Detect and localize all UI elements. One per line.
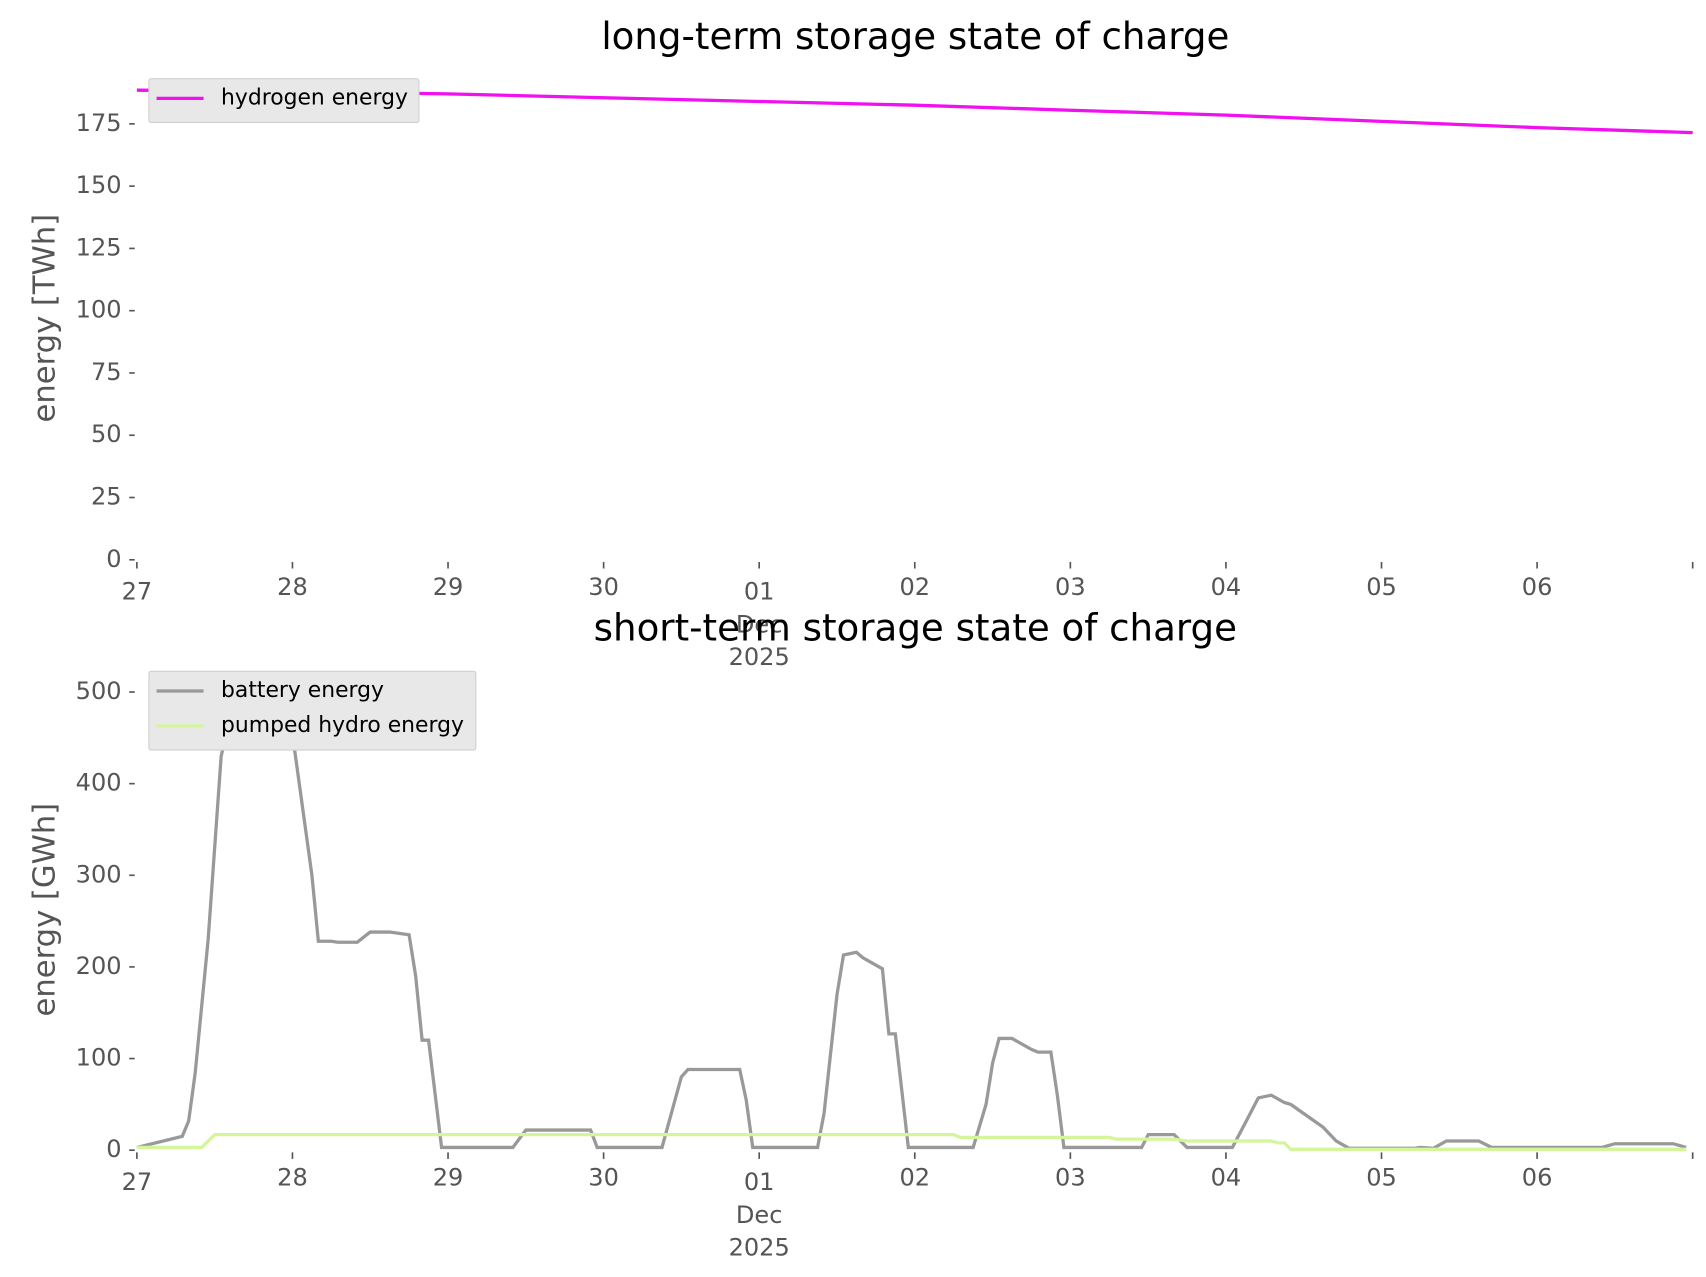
y-tick-label: 300 [76, 860, 122, 888]
x-tick-label: 04 [1211, 573, 1242, 601]
y-tick-label: 500 [76, 677, 122, 705]
y-axis-label: energy [GWh] [28, 803, 63, 1017]
x-tick-label: 01 [744, 578, 775, 606]
legend-box [148, 78, 420, 123]
line [136, 681, 1687, 1150]
x-tick-label: 03 [1055, 573, 1086, 601]
y-tick-label: 125 [76, 233, 122, 261]
x-tick-label: 02 [899, 573, 930, 601]
legend-label: hydrogen energy [221, 85, 408, 110]
y-tick-label: 50 [91, 420, 122, 448]
x-tick-label: 06 [1522, 1164, 1553, 1192]
x-tick-label: 05 [1366, 573, 1397, 601]
y-tick-label: 75 [91, 358, 122, 386]
x-month-label: Dec [736, 1201, 783, 1229]
y-tick-label: 25 [91, 483, 122, 511]
x-tick-label: 30 [588, 573, 619, 601]
x-tick-label: 04 [1211, 1164, 1242, 1192]
x-tick-label: 05 [1366, 1164, 1397, 1192]
x-tick-label: 30 [588, 1164, 619, 1192]
y-tick-label: 175 [76, 109, 122, 137]
legend-box [148, 670, 477, 751]
x-tick-label: 01 [744, 1168, 775, 1196]
x-month-label: Dec [736, 610, 783, 638]
x-tick-label: 27 [122, 578, 153, 606]
y-tick-label: 150 [76, 171, 122, 199]
x-tick-label: 28 [277, 573, 308, 601]
y-tick-label: 200 [76, 952, 122, 980]
legend-label: battery energy [221, 678, 384, 703]
x-tick-label: 03 [1055, 1164, 1086, 1192]
x-tick-label: 02 [899, 1164, 930, 1192]
x-tick-label: 27 [122, 1168, 153, 1196]
x-tick-label: 06 [1522, 573, 1553, 601]
y-tick-label: 100 [76, 1044, 122, 1072]
legend-label: pumped hydro energy [221, 713, 464, 738]
x-tick-label: 29 [433, 1164, 464, 1192]
x-year-label: 2025 [729, 1234, 790, 1262]
y-tick-label: 400 [76, 769, 122, 797]
y-tick-label: 100 [76, 296, 122, 324]
chart-title: short-term storage state of charge [594, 605, 1237, 649]
y-tick-label: 0 [106, 545, 121, 573]
y-tick-label: 0 [106, 1135, 121, 1163]
chart-title: long-term storage state of charge [601, 14, 1229, 58]
x-tick-label: 29 [433, 573, 464, 601]
x-tick-label: 28 [277, 1164, 308, 1192]
y-axis-label: energy [TWh] [28, 214, 63, 423]
x-year-label: 2025 [729, 643, 790, 671]
line [136, 1133, 1687, 1151]
